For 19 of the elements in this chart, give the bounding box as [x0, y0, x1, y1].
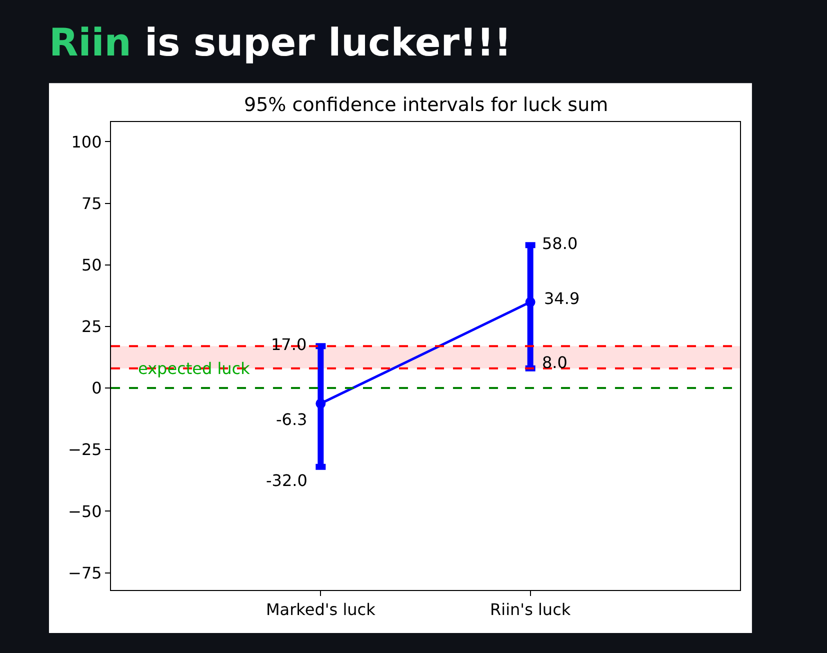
y-tick-label: −25 — [68, 440, 102, 460]
y-tick-label: −50 — [68, 502, 102, 521]
y-tick-label: −75 — [68, 563, 102, 582]
annotation: 8.0 — [542, 353, 568, 372]
x-tick-label: Riin's luck — [490, 600, 572, 620]
y-tick-label: 0 — [92, 378, 102, 398]
annotation: 17.0 — [271, 335, 307, 354]
chart-subtitle: 95% confidence intervals for luck sum — [244, 94, 608, 116]
y-tick-label: 50 — [81, 255, 102, 274]
data-label: 34.9 — [544, 289, 580, 308]
y-tick-label: 100 — [71, 132, 102, 152]
y-tick-label: 25 — [81, 317, 102, 336]
data-label: -6.3 — [276, 410, 308, 429]
annotation: -32.0 — [266, 471, 308, 490]
annotation: expected luck — [138, 359, 251, 378]
y-tick-label: 75 — [81, 194, 102, 213]
chart-title: Riin is super lucker!!! — [49, 20, 512, 64]
x-tick-label: Marked's luck — [266, 600, 376, 620]
annotation: 58.0 — [542, 234, 578, 253]
